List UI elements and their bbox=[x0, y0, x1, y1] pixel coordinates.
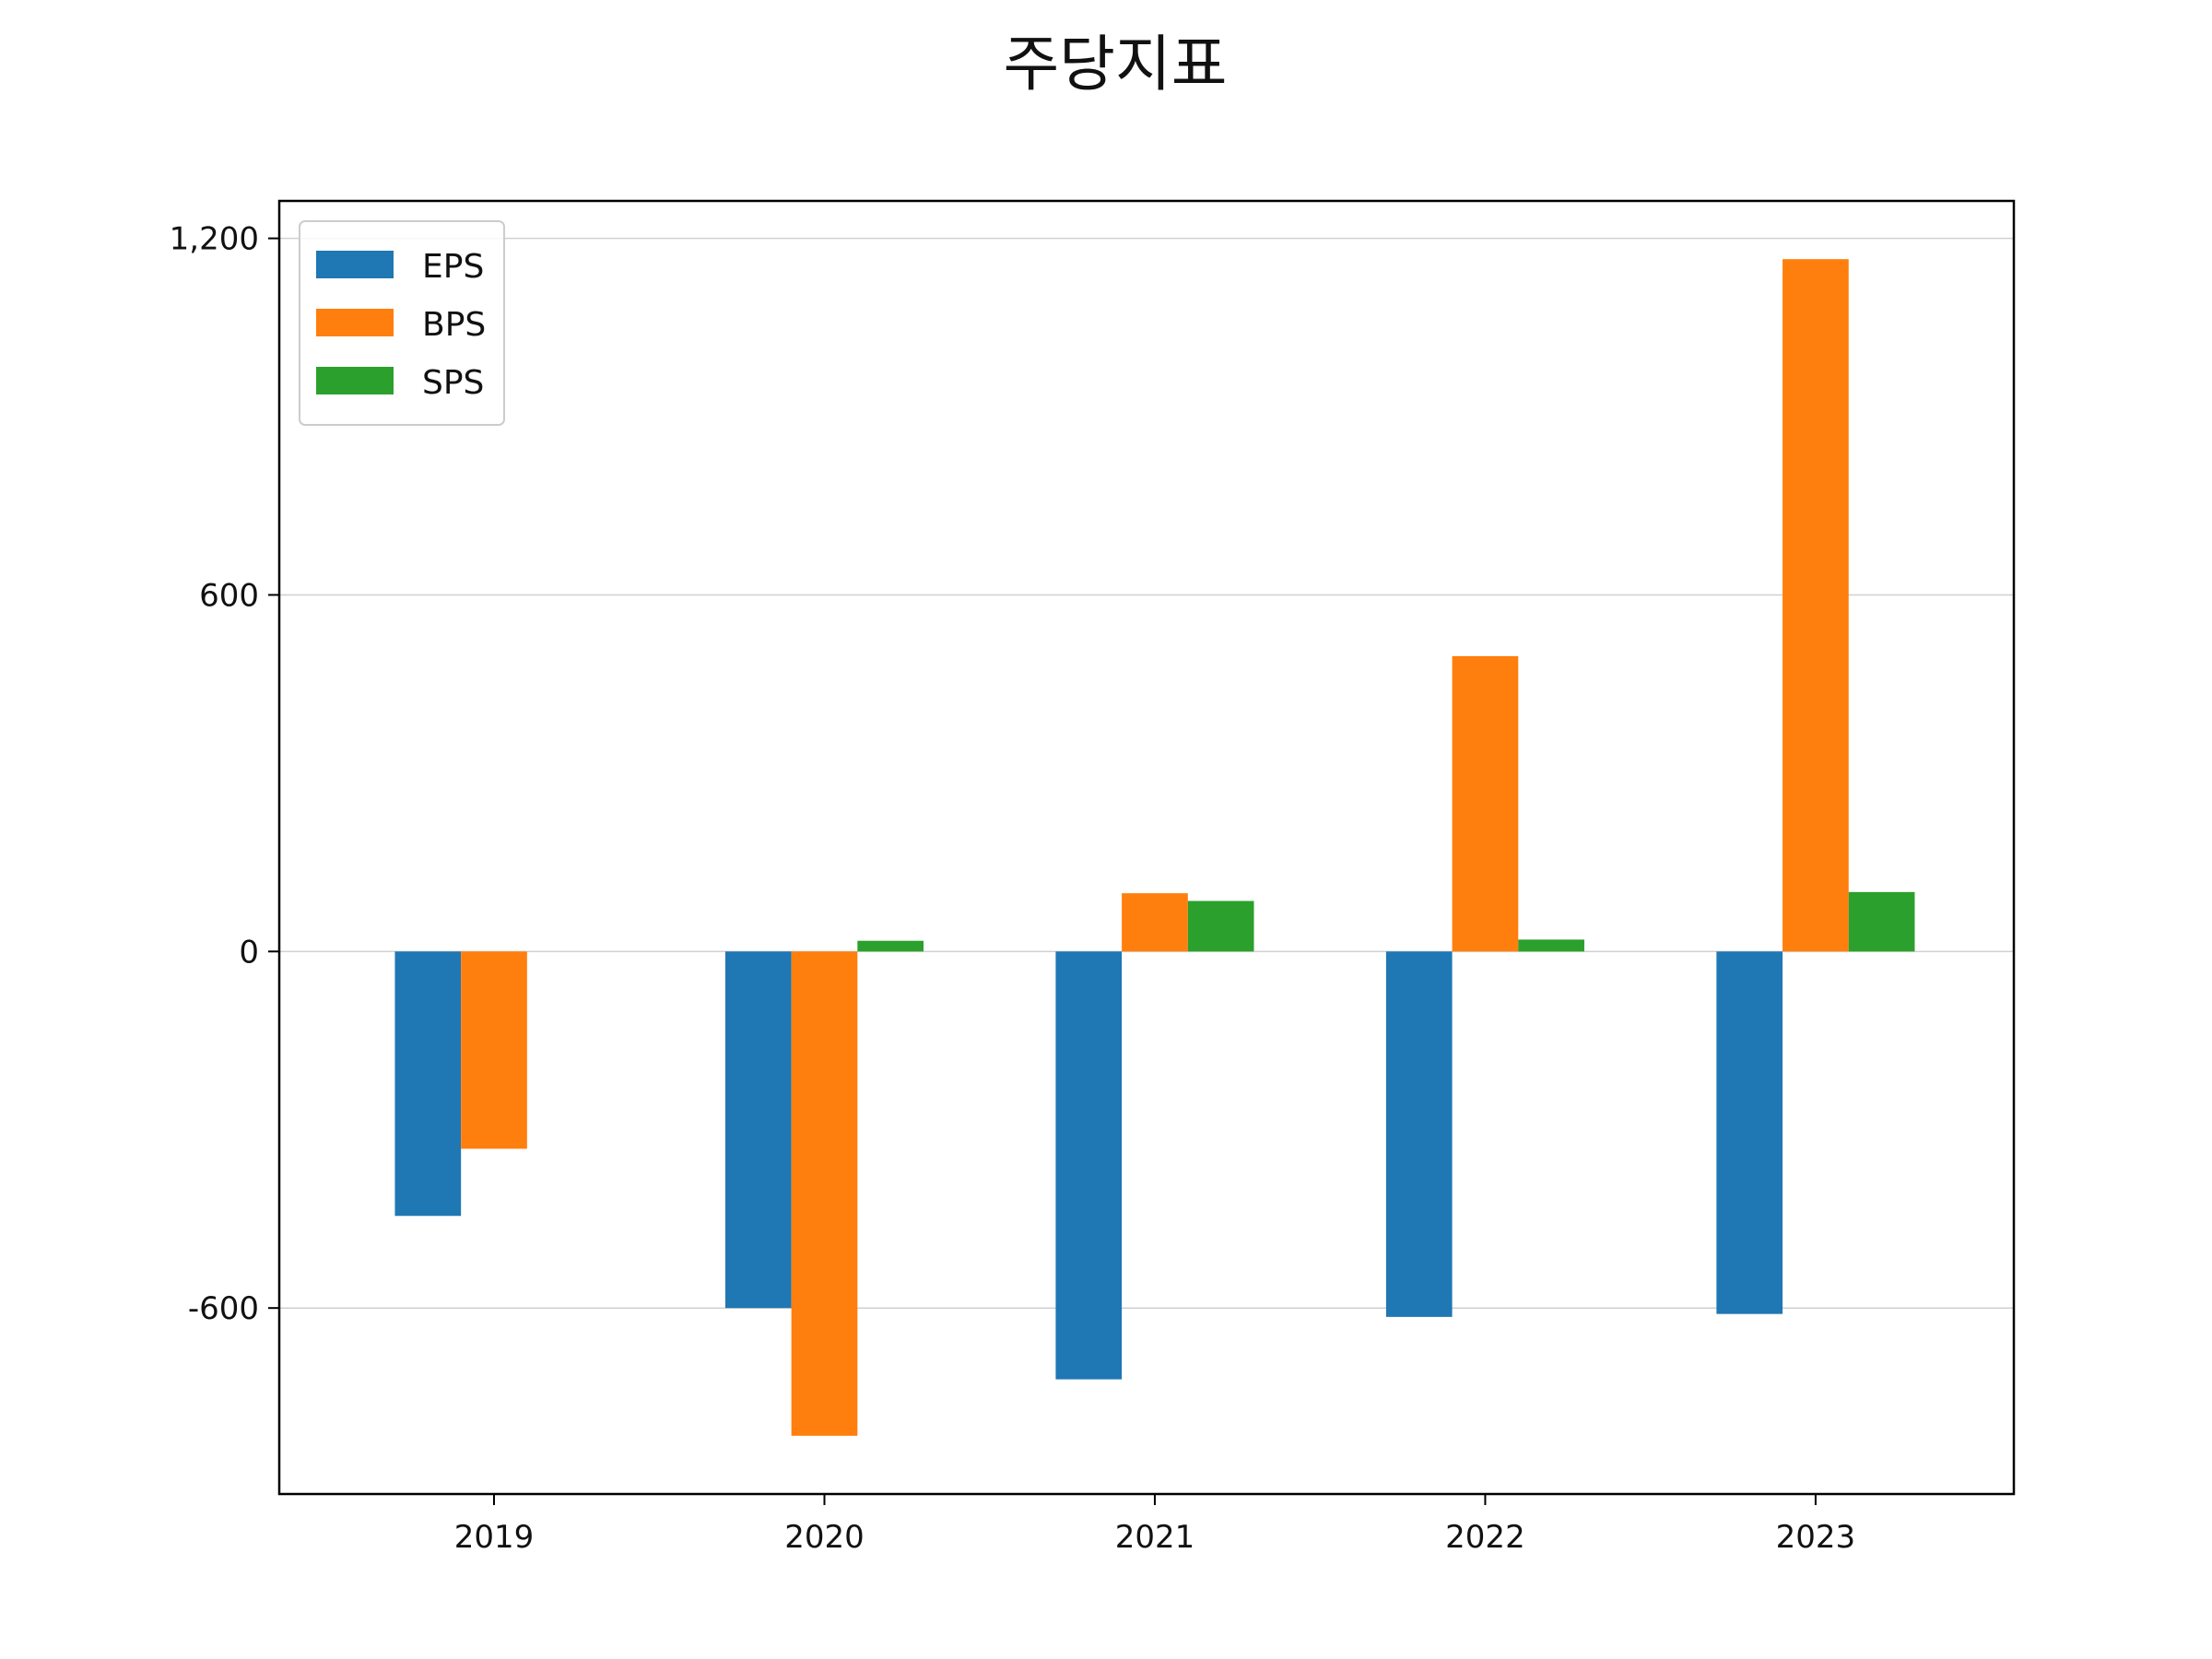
y-tick-label: 0 bbox=[239, 934, 259, 971]
y-tick-label: 1,200 bbox=[170, 221, 259, 258]
x-tick-label: 2019 bbox=[454, 1519, 535, 1556]
bar-bps-2022 bbox=[1452, 655, 1519, 952]
bar-eps-2020 bbox=[724, 951, 792, 1309]
chart-title: 주당지표 bbox=[1004, 29, 1228, 100]
y-tick-label: -600 bbox=[188, 1290, 259, 1327]
legend-swatch-sps bbox=[316, 367, 394, 394]
y-tick-label: 600 bbox=[199, 577, 259, 614]
bar-bps-2023 bbox=[1783, 259, 1849, 952]
legend-label-sps: SPS bbox=[422, 364, 484, 402]
x-tick-label: 2023 bbox=[1776, 1519, 1856, 1556]
bars bbox=[394, 259, 1915, 1436]
bar-sps-2023 bbox=[1848, 891, 1915, 952]
bar-eps-2023 bbox=[1716, 951, 1783, 1314]
y-axis: -600 0 600 1,200 bbox=[170, 221, 279, 1327]
bar-eps-2019 bbox=[394, 951, 462, 1217]
legend-label-eps: EPS bbox=[422, 248, 484, 286]
bar-sps-2021 bbox=[1187, 900, 1254, 952]
x-tick-label: 2021 bbox=[1115, 1519, 1195, 1556]
x-tick-label: 2022 bbox=[1445, 1519, 1525, 1556]
legend-swatch-bps bbox=[316, 309, 394, 336]
bar-bps-2019 bbox=[461, 951, 527, 1149]
bar-bps-2021 bbox=[1122, 893, 1188, 952]
bar-bps-2020 bbox=[791, 951, 858, 1436]
bar-sps-2022 bbox=[1518, 939, 1584, 952]
x-axis: 2019 2020 2021 2022 2023 bbox=[454, 1494, 1855, 1556]
legend-swatch-eps bbox=[316, 251, 394, 278]
bar-eps-2021 bbox=[1055, 951, 1123, 1380]
legend-label-bps: BPS bbox=[422, 306, 486, 344]
bar-sps-2020 bbox=[857, 940, 924, 952]
legend[interactable]: EPS BPS SPS bbox=[299, 220, 505, 426]
plot-frame bbox=[277, 199, 2016, 1496]
x-tick-label: 2020 bbox=[784, 1519, 865, 1556]
bar-eps-2022 bbox=[1385, 951, 1453, 1317]
